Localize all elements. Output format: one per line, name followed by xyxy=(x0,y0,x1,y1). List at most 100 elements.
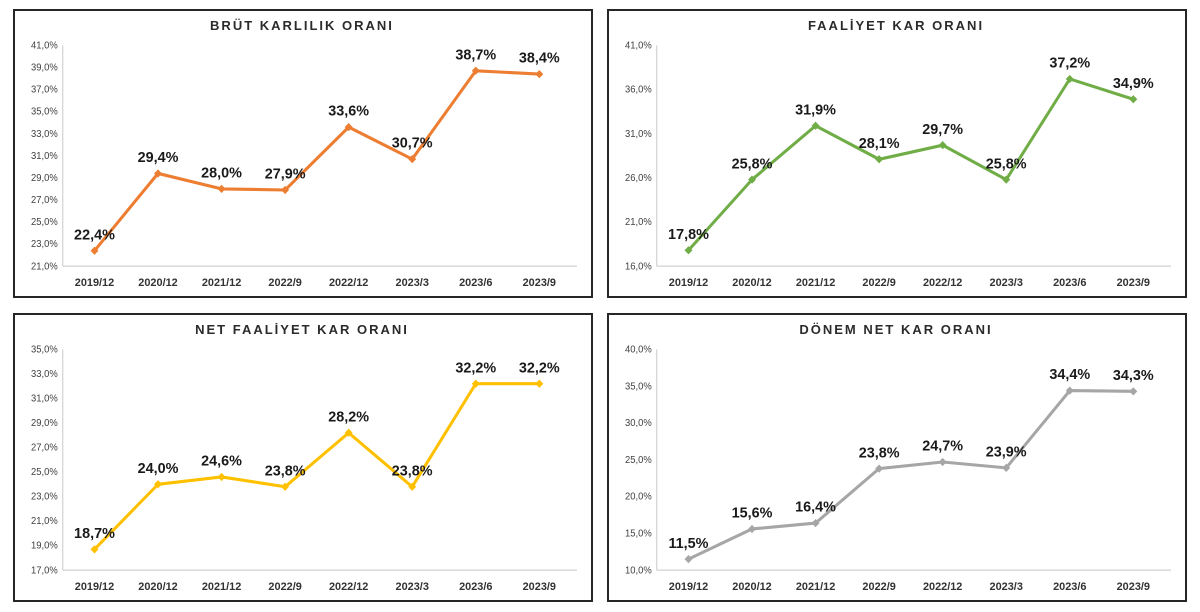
svg-text:33,6%: 33,6% xyxy=(328,103,369,119)
svg-text:33,0%: 33,0% xyxy=(31,369,58,380)
svg-text:2022/9: 2022/9 xyxy=(268,277,301,289)
svg-text:2023/6: 2023/6 xyxy=(1053,277,1086,289)
svg-text:38,7%: 38,7% xyxy=(455,47,496,63)
svg-text:23,8%: 23,8% xyxy=(859,445,900,461)
svg-text:17,0%: 17,0% xyxy=(31,565,58,576)
svg-text:31,0%: 31,0% xyxy=(31,151,58,162)
svg-text:33,0%: 33,0% xyxy=(31,129,58,140)
svg-text:18,7%: 18,7% xyxy=(74,526,115,542)
svg-text:27,0%: 27,0% xyxy=(31,195,58,206)
svg-text:2021/12: 2021/12 xyxy=(202,277,241,289)
svg-text:23,9%: 23,9% xyxy=(986,444,1027,460)
svg-text:2022/12: 2022/12 xyxy=(329,581,368,593)
svg-text:36,0%: 36,0% xyxy=(625,84,652,95)
svg-text:28,2%: 28,2% xyxy=(328,409,369,425)
svg-text:21,0%: 21,0% xyxy=(31,261,58,272)
svg-text:22,4%: 22,4% xyxy=(74,227,115,243)
svg-text:2023/3: 2023/3 xyxy=(990,277,1023,289)
svg-text:34,3%: 34,3% xyxy=(1113,368,1154,384)
svg-text:26,0%: 26,0% xyxy=(625,173,652,184)
svg-text:40,0%: 40,0% xyxy=(625,344,652,355)
svg-text:24,0%: 24,0% xyxy=(138,461,179,477)
svg-text:11,5%: 11,5% xyxy=(668,536,708,552)
svg-text:16,4%: 16,4% xyxy=(795,499,836,515)
svg-text:19,0%: 19,0% xyxy=(31,541,58,552)
svg-text:2022/9: 2022/9 xyxy=(268,581,301,593)
svg-text:2023/9: 2023/9 xyxy=(523,581,556,593)
svg-text:2020/12: 2020/12 xyxy=(732,277,771,289)
svg-text:2021/12: 2021/12 xyxy=(202,581,241,593)
svg-text:2021/12: 2021/12 xyxy=(796,277,835,289)
svg-text:24,6%: 24,6% xyxy=(201,453,242,469)
svg-text:25,8%: 25,8% xyxy=(986,156,1027,172)
svg-text:2023/9: 2023/9 xyxy=(1117,581,1150,593)
svg-text:2019/12: 2019/12 xyxy=(669,277,708,289)
line-chart-donem-net-kar-orani: 40,0% 35,0% 30,0% 25,0% 20,0% 15,0% 10,0% 2019/… xyxy=(625,344,1172,593)
svg-text:38,4%: 38,4% xyxy=(519,51,560,67)
svg-text:32,2%: 32,2% xyxy=(455,360,496,376)
svg-text:21,0%: 21,0% xyxy=(625,217,652,228)
svg-text:32,2%: 32,2% xyxy=(519,360,560,376)
chart-title: FAALİYET KAR ORANI xyxy=(807,18,985,33)
svg-text:23,8%: 23,8% xyxy=(392,463,433,479)
svg-text:39,0%: 39,0% xyxy=(31,62,58,73)
chart-title: BRÜT KARLILIK ORANI xyxy=(210,18,394,33)
svg-text:29,0%: 29,0% xyxy=(31,418,58,429)
svg-text:21,0%: 21,0% xyxy=(31,516,58,527)
svg-text:31,0%: 31,0% xyxy=(625,129,652,140)
svg-text:2022/12: 2022/12 xyxy=(329,277,368,289)
chart-panel-donem-net-kar-orani: DÖNEM NET KAR ORANI 40,0% 35,0% 30,0% 25,0%… xyxy=(607,313,1187,602)
svg-text:25,8%: 25,8% xyxy=(732,156,773,172)
svg-text:37,0%: 37,0% xyxy=(31,84,58,95)
svg-text:2021/12: 2021/12 xyxy=(796,581,835,593)
chart-panel-brut-karlilik-orani: BRÜT KARLILIK ORANI 41,0% 39,0% 37,0% 35,0%… xyxy=(13,9,593,298)
svg-text:17,8%: 17,8% xyxy=(668,227,709,243)
svg-text:2023/6: 2023/6 xyxy=(459,277,492,289)
svg-text:10,0%: 10,0% xyxy=(625,565,652,576)
chart-panel-faaliyet-kar-orani: FAALİYET KAR ORANI 41,0% 36,0% 31,0% 26,0% 2… xyxy=(607,9,1187,298)
svg-text:34,4%: 34,4% xyxy=(1049,367,1090,383)
svg-text:23,8%: 23,8% xyxy=(265,463,306,479)
svg-text:2022/9: 2022/9 xyxy=(862,581,895,593)
svg-text:15,0%: 15,0% xyxy=(625,528,652,539)
svg-text:20,0%: 20,0% xyxy=(625,492,652,503)
svg-text:34,9%: 34,9% xyxy=(1113,76,1154,92)
svg-text:30,7%: 30,7% xyxy=(392,136,433,152)
svg-text:2022/9: 2022/9 xyxy=(862,277,895,289)
svg-text:37,2%: 37,2% xyxy=(1049,55,1090,71)
svg-text:30,0%: 30,0% xyxy=(625,418,652,429)
chart-panel-net-faaliyet-kar-orani: NET FAALİYET KAR ORANI 35,0% 33,0% 31,0% 29… xyxy=(13,313,593,602)
svg-text:35,0%: 35,0% xyxy=(625,381,652,392)
svg-text:2019/12: 2019/12 xyxy=(669,581,708,593)
svg-text:27,9%: 27,9% xyxy=(265,166,306,182)
svg-text:25,0%: 25,0% xyxy=(625,455,652,466)
svg-text:16,0%: 16,0% xyxy=(625,261,652,272)
svg-text:2023/6: 2023/6 xyxy=(1053,581,1086,593)
line-chart-net-faaliyet-kar-orani: 35,0% 33,0% 31,0% 29,0% 27,0% 25,0% 23,0% 21,0%… xyxy=(31,344,578,593)
svg-text:31,9%: 31,9% xyxy=(795,102,836,118)
svg-text:29,4%: 29,4% xyxy=(138,150,179,166)
chart-title: NET FAALİYET KAR ORANI xyxy=(195,322,409,337)
line-chart-brut-karlilik-orani: 41,0% 39,0% 37,0% 35,0% 33,0% 31,0% 29,0% 27,0%… xyxy=(31,40,578,289)
svg-text:2023/6: 2023/6 xyxy=(459,581,492,593)
svg-text:24,7%: 24,7% xyxy=(922,438,963,454)
svg-text:23,0%: 23,0% xyxy=(31,492,58,503)
svg-text:2023/9: 2023/9 xyxy=(1117,277,1150,289)
svg-text:25,0%: 25,0% xyxy=(31,467,58,478)
svg-text:2023/3: 2023/3 xyxy=(990,581,1023,593)
line-chart-faaliyet-kar-orani: 41,0% 36,0% 31,0% 26,0% 21,0% 16,0% 2019/12 202… xyxy=(625,40,1172,289)
svg-text:15,6%: 15,6% xyxy=(732,505,773,521)
svg-text:35,0%: 35,0% xyxy=(31,107,58,118)
svg-text:2019/12: 2019/12 xyxy=(75,581,114,593)
svg-text:2022/12: 2022/12 xyxy=(923,277,962,289)
svg-text:2020/12: 2020/12 xyxy=(732,581,771,593)
svg-text:2022/12: 2022/12 xyxy=(923,581,962,593)
svg-text:2020/12: 2020/12 xyxy=(138,277,177,289)
svg-text:29,7%: 29,7% xyxy=(922,122,963,138)
svg-text:29,0%: 29,0% xyxy=(31,173,58,184)
svg-text:35,0%: 35,0% xyxy=(31,344,58,355)
svg-text:2023/3: 2023/3 xyxy=(396,581,429,593)
svg-text:31,0%: 31,0% xyxy=(31,393,58,404)
svg-text:41,0%: 41,0% xyxy=(625,40,652,51)
